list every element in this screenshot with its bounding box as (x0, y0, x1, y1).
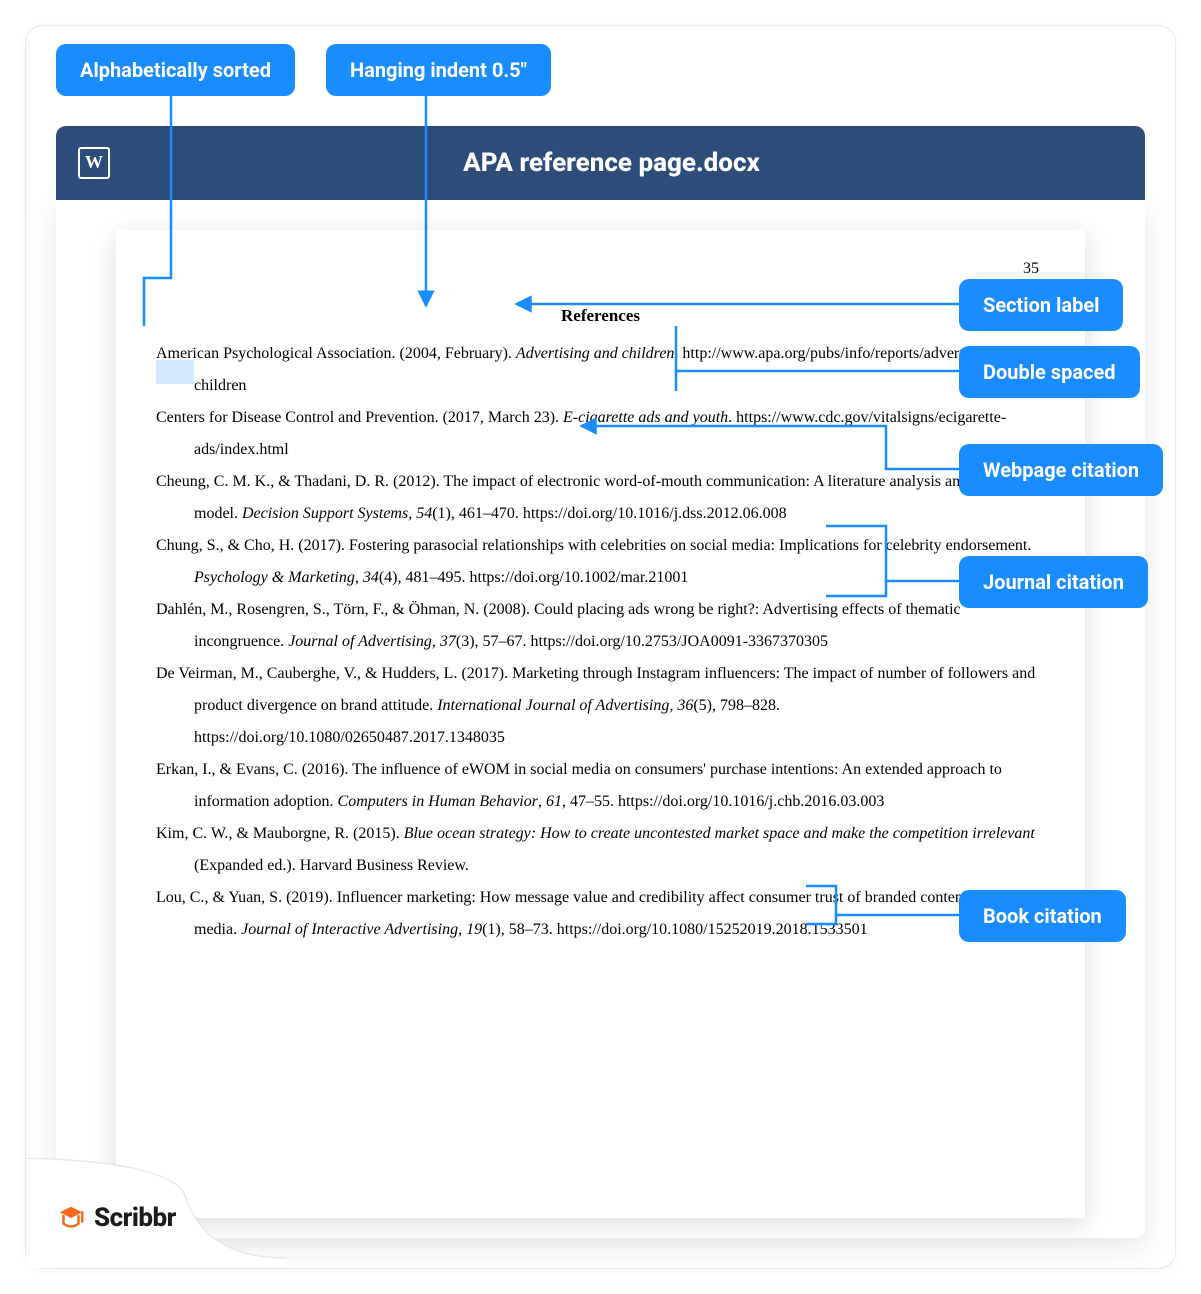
callout-section: Section label (959, 279, 1123, 331)
scribbr-wordmark: Scribbr (94, 1203, 176, 1233)
infographic-container: Alphabetically sorted Hanging indent 0.5… (25, 25, 1176, 1269)
reference-entry: American Psychological Association. (200… (156, 338, 1045, 402)
document-filename: APA reference page.docx (78, 148, 1145, 178)
callout-journal-label: Journal citation (983, 570, 1124, 594)
scribbr-logo: Scribbr (26, 1168, 286, 1268)
reference-entry: Centers for Disease Control and Preventi… (156, 402, 1045, 466)
indent-highlight (156, 360, 194, 384)
reference-entry: Lou, C., & Yuan, S. (2019). Influencer m… (156, 882, 1045, 946)
reference-list: American Psychological Association. (200… (156, 338, 1045, 946)
word-icon (78, 147, 110, 179)
references-heading: References (156, 306, 1045, 326)
reference-entry: Erkan, I., & Evans, C. (2016). The influ… (156, 754, 1045, 818)
reference-entry: Chung, S., & Cho, H. (2017). Fostering p… (156, 530, 1045, 594)
document-titlebar: APA reference page.docx (56, 126, 1145, 200)
callout-alpha: Alphabetically sorted (56, 44, 295, 96)
callout-double: Double spaced (959, 346, 1140, 398)
reference-entry: De Veirman, M., Cauberghe, V., & Hudders… (156, 658, 1045, 754)
scribbr-mark-icon (56, 1203, 86, 1233)
callout-book: Book citation (959, 890, 1126, 942)
callout-journal: Journal citation (959, 556, 1148, 608)
callout-section-label: Section label (983, 293, 1099, 317)
callout-book-label: Book citation (983, 904, 1102, 928)
callout-double-label: Double spaced (983, 360, 1116, 384)
reference-entry: Dahlén, M., Rosengren, S., Törn, F., & Ö… (156, 594, 1045, 658)
callout-webpage-label: Webpage citation (983, 458, 1139, 482)
document-page: 35 References American Psychological Ass… (116, 230, 1085, 1218)
page-number: 35 (1023, 260, 1039, 278)
callout-indent-label: Hanging indent 0.5" (350, 58, 527, 82)
callout-alpha-label: Alphabetically sorted (80, 58, 271, 82)
callout-indent: Hanging indent 0.5" (326, 44, 551, 96)
reference-entry: Kim, C. W., & Mauborgne, R. (2015). Blue… (156, 818, 1045, 882)
reference-entry: Cheung, C. M. K., & Thadani, D. R. (2012… (156, 466, 1045, 530)
callout-webpage: Webpage citation (959, 444, 1163, 496)
